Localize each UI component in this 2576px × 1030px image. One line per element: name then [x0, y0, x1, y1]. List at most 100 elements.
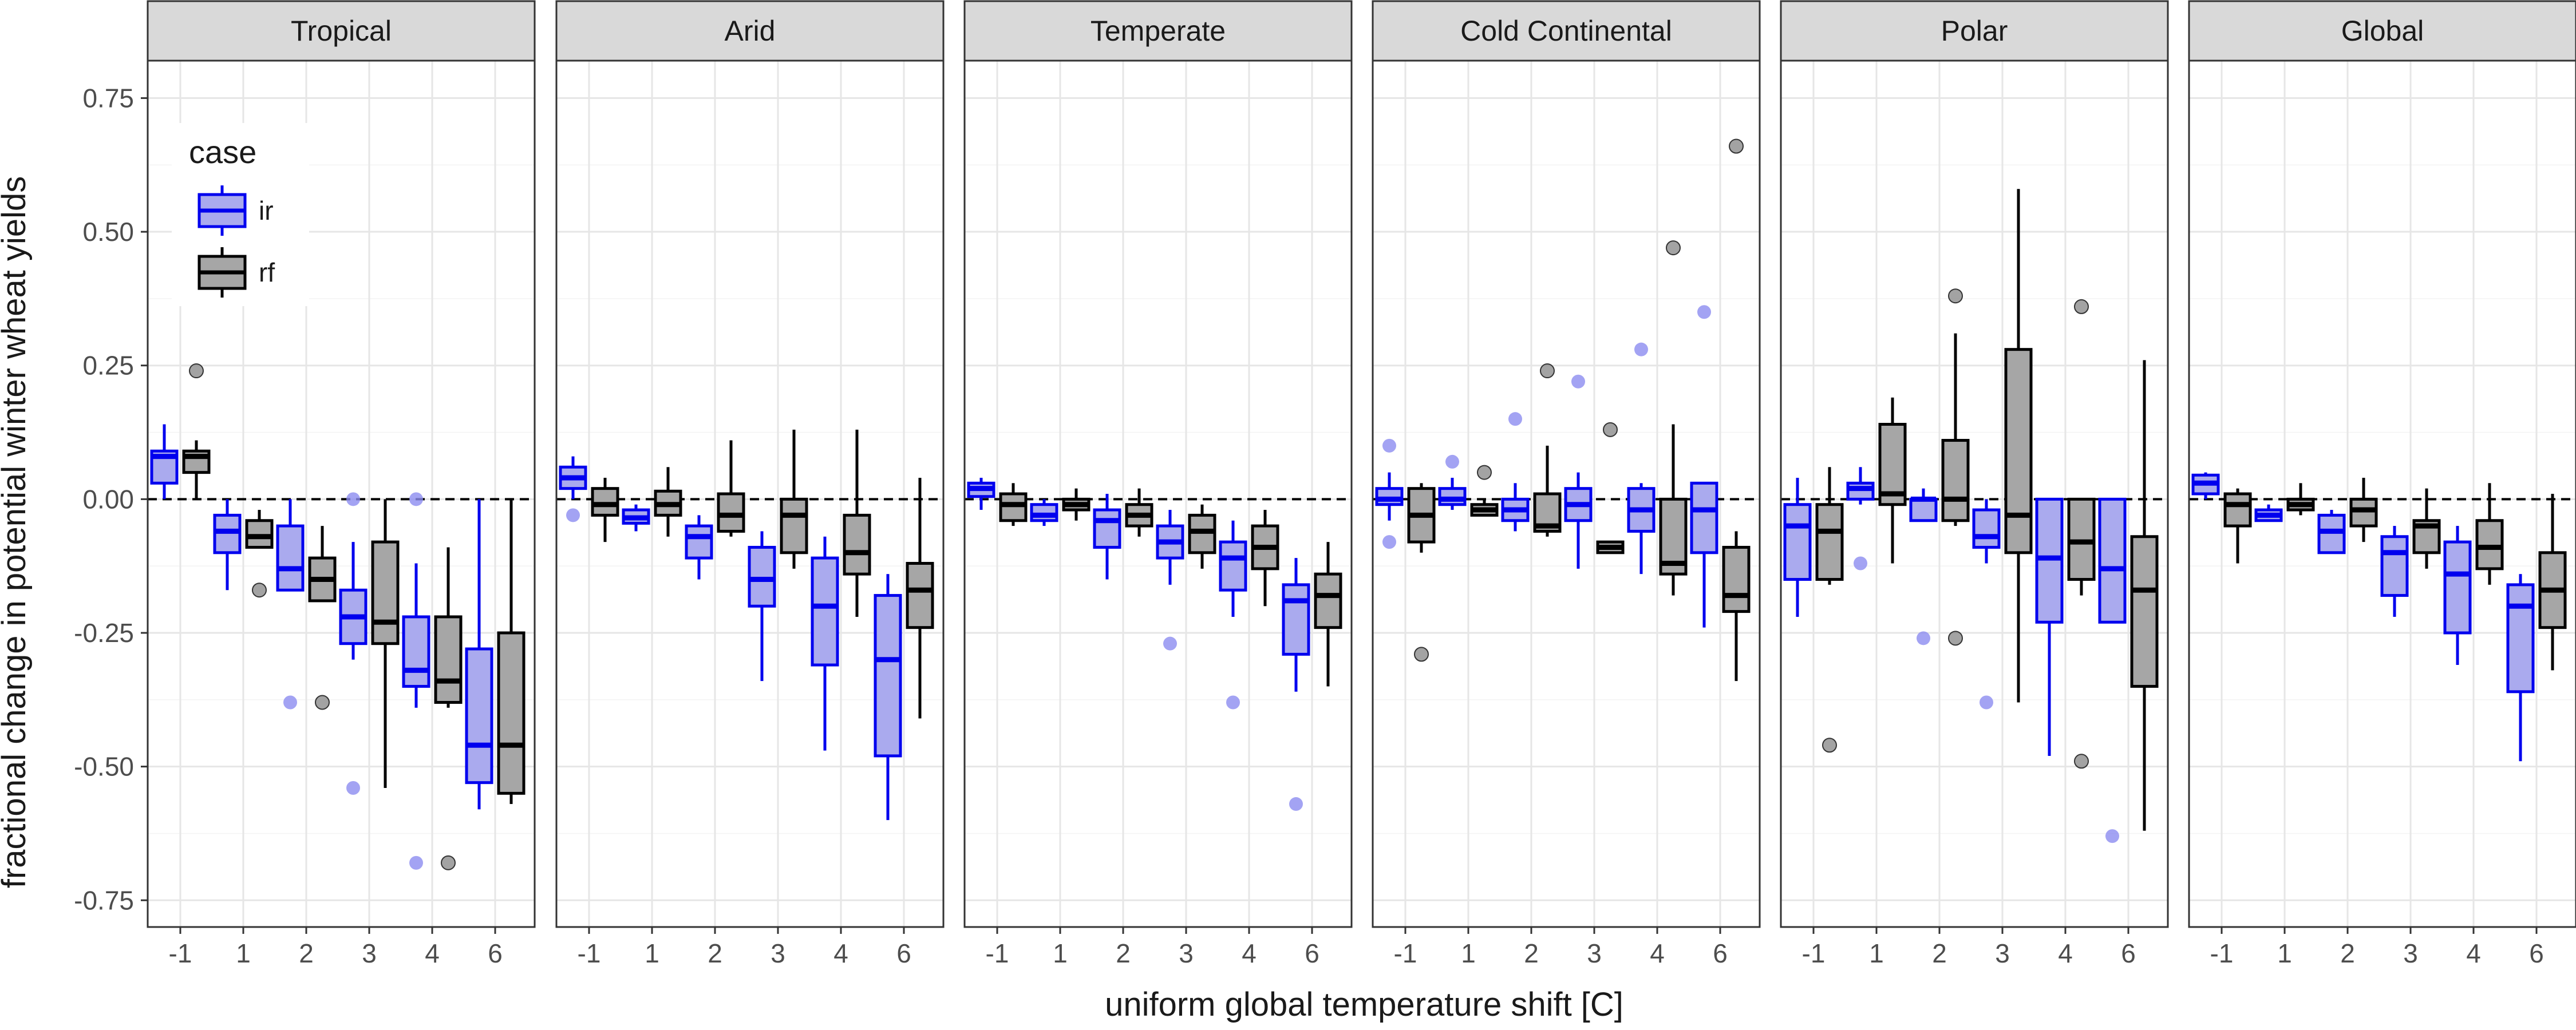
legend-label-ir: ir — [259, 196, 274, 225]
outlier-point — [441, 855, 456, 870]
box-temperate-4-rf — [1251, 510, 1279, 607]
panel-border — [555, 60, 945, 928]
box-cold-continental-2-rf — [1533, 363, 1562, 537]
y-axis-title: fractional change in potential winter wh… — [0, 176, 33, 889]
box-cold-continental-3-ir — [1564, 374, 1593, 569]
box-body — [276, 524, 305, 592]
box-body — [2475, 519, 2504, 571]
x-tick-label: 4 — [1650, 938, 1665, 968]
x-tick-label: -1 — [1802, 938, 1826, 968]
outlier-point — [346, 781, 360, 795]
box-body — [1941, 439, 1970, 522]
strip-tropical — [147, 0, 536, 62]
box-arid-1-ir — [622, 504, 650, 532]
strip-arid — [555, 0, 945, 62]
box-global-6-rf — [2538, 494, 2567, 671]
box-temperate--1-ir — [967, 477, 995, 510]
strip-cold-continental — [1372, 0, 1761, 62]
strip-label: Global — [2341, 15, 2424, 47]
box-tropical--1-rf — [182, 363, 211, 500]
y-tick-label: -0.75 — [74, 885, 134, 915]
outlier-point — [1980, 695, 1993, 710]
box-polar-3-ir — [1972, 499, 2001, 710]
box-body — [1093, 508, 1121, 549]
box-body — [434, 615, 463, 704]
box-polar-4-rf — [2067, 299, 2096, 769]
box-cold-continental-1-rf — [1470, 465, 1499, 517]
box-temperate-4-ir — [1219, 520, 1247, 710]
box-cold-continental--1-ir — [1375, 438, 1404, 549]
box-body — [2349, 497, 2378, 528]
box-body — [1815, 503, 1844, 581]
outlier-point — [1477, 465, 1492, 480]
box-body — [780, 497, 808, 554]
legend-label-rf: rf — [259, 258, 275, 287]
box-body — [1314, 572, 1342, 629]
box-tropical-4-ir — [402, 492, 430, 870]
outlier-point — [2074, 299, 2089, 314]
box-global-2-ir — [2317, 510, 2346, 554]
box-cold-continental-2-ir — [1501, 412, 1530, 532]
outlier-point — [1540, 363, 1555, 379]
box-polar-1-rf — [1878, 397, 1907, 564]
x-tick-label: -1 — [1394, 938, 1417, 968]
box-body — [2035, 497, 2064, 624]
x-tick-label: 4 — [833, 938, 848, 968]
panel-border — [147, 60, 536, 928]
box-body — [2098, 497, 2127, 624]
box-body — [245, 519, 274, 549]
outlier-point — [566, 508, 580, 522]
panel-cold-continental: Cold Continental -1 1 2 3 4 6 — [1372, 0, 1761, 968]
box-polar-1-ir — [1846, 467, 1875, 571]
box-global-3-ir — [2380, 526, 2409, 617]
x-tick-label: 6 — [896, 938, 911, 968]
x-tick-label: -1 — [2210, 938, 2234, 968]
x-tick-label: 2 — [299, 938, 314, 968]
box-temperate-6-ir — [1282, 558, 1310, 811]
x-tick-label: 2 — [2340, 938, 2355, 968]
outlier-point — [346, 492, 360, 506]
box-tropical-3-ir — [339, 492, 368, 795]
x-tick-label: 4 — [1242, 938, 1257, 968]
box-body — [874, 594, 902, 758]
box-temperate-2-rf — [1125, 488, 1153, 537]
x-tick-label: 1 — [1053, 938, 1068, 968]
box-cold-continental-6-rf — [1722, 138, 1751, 682]
box-body — [1375, 487, 1404, 506]
outlier-point — [315, 695, 330, 710]
box-arid-1-rf — [654, 467, 682, 537]
x-tick-label: 6 — [2121, 938, 2136, 968]
x-tick-label: 3 — [362, 938, 377, 968]
outlier-point — [1854, 556, 1867, 571]
box-body — [1282, 583, 1310, 656]
box-body — [2380, 535, 2409, 597]
outlier-point — [1666, 240, 1681, 256]
strip-label: Temperate — [1091, 15, 1226, 47]
panel-background — [2189, 61, 2576, 927]
box-body — [1846, 481, 1875, 501]
box-body — [402, 615, 430, 688]
box-temperate-3-ir — [1156, 510, 1184, 651]
x-tick-label: 4 — [2466, 938, 2481, 968]
box-global-1-ir — [2254, 504, 2283, 522]
x-tick-label: 3 — [1179, 938, 1194, 968]
box-body — [1783, 503, 1812, 581]
strip-label: Polar — [1941, 15, 2008, 47]
box-temperate-6-rf — [1314, 542, 1342, 687]
box-cold-continental-3-rf — [1596, 422, 1625, 554]
box-arid-4-ir — [811, 536, 839, 751]
x-tick-label: 2 — [708, 938, 722, 968]
box-tropical-3-rf — [371, 499, 400, 789]
legend-entry-ir: ir — [197, 185, 274, 236]
strip-polar — [1780, 0, 2169, 62]
box-arid-2-rf — [717, 440, 745, 537]
panel-arid: Arid -1 1 2 3 4 6 — [555, 0, 945, 968]
box-arid-2-ir — [685, 515, 713, 580]
y-tick-label: 0.00 — [82, 484, 134, 514]
box-cold-continental-1-ir — [1438, 454, 1467, 510]
box-polar--1-rf — [1815, 467, 1844, 753]
box-polar--1-ir — [1783, 477, 1812, 617]
y-tick-label: -0.50 — [74, 752, 134, 782]
box-body — [2443, 540, 2472, 635]
